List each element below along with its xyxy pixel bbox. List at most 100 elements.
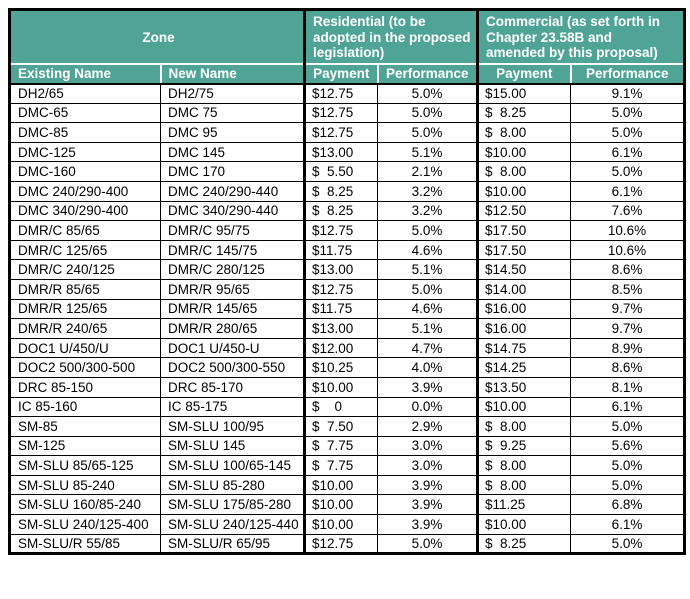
residential-performance-cell: 2.1% <box>377 161 478 182</box>
existing-name-cell: DMC-65 <box>9 102 161 124</box>
commercial-performance-cell: 8.5% <box>569 278 686 300</box>
new-name-cell: DOC1 U/450-U <box>160 337 305 359</box>
commercial-performance-cell: 8.6% <box>569 259 686 280</box>
residential-performance-cell: 5.0% <box>377 278 478 300</box>
residential-payment-cell: $ 8.25 <box>303 200 378 222</box>
residential-payment-cell: $13.00 <box>303 318 378 339</box>
table-row: DMC-85 DMC 95 $12.75 5.0% $ 8.00 5.0% <box>9 122 686 143</box>
residential-performance-cell: 3.9% <box>377 474 478 496</box>
commercial-performance-cell: 9.7% <box>569 298 686 320</box>
new-name-cell: DMR/R 280/65 <box>160 318 305 339</box>
commercial-payment-cell: $10.00 <box>476 180 571 202</box>
new-name-column-header: New Name <box>159 62 306 85</box>
existing-name-cell: DMC-85 <box>9 122 161 143</box>
existing-name-cell: DMR/C 125/65 <box>9 239 161 261</box>
residential-payment-cell: $10.00 <box>303 376 378 398</box>
residential-payment-cell: $10.00 <box>303 514 378 535</box>
existing-name-cell: DOC1 U/450/U <box>9 337 161 359</box>
commercial-performance-cell: 5.0% <box>569 474 686 496</box>
table-row: SM-125 SM-SLU 145 $ 7.75 3.0% $ 9.25 5.6… <box>9 435 686 457</box>
existing-name-cell: DMC 240/290-400 <box>9 180 161 202</box>
commercial-performance-cell: 10.6% <box>569 220 686 241</box>
residential-performance-cell: 4.7% <box>377 337 478 359</box>
table-row: DMR/R 85/65 DMR/R 95/65 $12.75 5.0% $14.… <box>9 278 686 300</box>
new-name-cell: DMR/C 280/125 <box>160 259 305 280</box>
new-name-cell: DH2/75 <box>160 83 305 104</box>
commercial-payment-cell: $ 8.25 <box>476 533 571 555</box>
table-row: SM-SLU 85/65-125 SM-SLU 100/65-145 $ 7.7… <box>9 455 686 476</box>
residential-payment-cell: $ 7.50 <box>303 416 378 437</box>
existing-name-cell: DMR/C 85/65 <box>9 220 161 241</box>
existing-name-cell: SM-SLU/R 55/85 <box>9 533 161 555</box>
table-row: DMC 340/290-400 DMC 340/290-440 $ 8.25 3… <box>9 200 686 222</box>
new-name-cell: SM-SLU 145 <box>160 435 305 457</box>
residential-payment-cell: $ 5.50 <box>303 161 378 182</box>
residential-performance-cell: 3.0% <box>377 455 478 476</box>
new-name-cell: SM-SLU 240/125-440 <box>160 514 305 535</box>
table-row: DMC-65 DMC 75 $12.75 5.0% $ 8.25 5.0% <box>9 102 686 124</box>
residential-performance-cell: 3.9% <box>377 376 478 398</box>
existing-name-cell: DMR/R 85/65 <box>9 278 161 300</box>
new-name-cell: DMR/R 95/65 <box>160 278 305 300</box>
new-name-cell: SM-SLU 85-280 <box>160 474 305 496</box>
commercial-performance-cell: 9.7% <box>569 318 686 339</box>
residential-payment-cell: $10.25 <box>303 357 378 378</box>
residential-performance-cell: 5.0% <box>377 122 478 143</box>
table-row: DMR/C 240/125 DMR/C 280/125 $13.00 5.1% … <box>9 259 686 280</box>
existing-name-cell: DH2/65 <box>9 83 161 104</box>
residential-performance-cell: 5.0% <box>377 220 478 241</box>
table-header: Zone Residential (to be adopted in the p… <box>8 8 686 85</box>
residential-payment-cell: $13.00 <box>303 259 378 280</box>
new-name-cell: SM-SLU 100/65-145 <box>160 455 305 476</box>
residential-payment-column-header: Payment <box>303 62 379 85</box>
residential-payment-cell: $12.75 <box>303 102 378 124</box>
commercial-payment-column-header: Payment <box>476 62 572 85</box>
commercial-performance-cell: 5.0% <box>569 533 686 555</box>
commercial-payment-cell: $11.25 <box>476 494 571 516</box>
residential-payment-cell: $13.00 <box>303 141 378 163</box>
residential-payment-cell: $12.75 <box>303 122 378 143</box>
table-row: SM-SLU 85-240 SM-SLU 85-280 $10.00 3.9% … <box>9 474 686 496</box>
commercial-group-header: Commercial (as set forth in Chapter 23.5… <box>475 8 686 65</box>
commercial-performance-cell: 8.9% <box>569 337 686 359</box>
commercial-payment-cell: $10.00 <box>476 396 571 418</box>
table-row: DMC 240/290-400 DMC 240/290-440 $ 8.25 3… <box>9 180 686 202</box>
zone-group-header: Zone <box>8 8 306 65</box>
residential-payment-cell: $ 7.75 <box>303 435 378 457</box>
table-body: DH2/65 DH2/75 $12.75 5.0% $15.00 9.1% DM… <box>9 83 686 555</box>
commercial-performance-cell: 6.1% <box>569 396 686 418</box>
residential-payment-cell: $12.00 <box>303 337 378 359</box>
existing-name-cell: SM-SLU 240/125-400 <box>9 514 161 535</box>
residential-performance-cell: 5.0% <box>377 102 478 124</box>
commercial-performance-cell: 5.0% <box>569 416 686 437</box>
existing-name-cell: DMC-125 <box>9 141 161 163</box>
new-name-cell: SM-SLU/R 65/95 <box>160 533 305 555</box>
residential-performance-cell: 3.2% <box>377 200 478 222</box>
new-name-cell: DMC 340/290-440 <box>160 200 305 222</box>
new-name-cell: SM-SLU 175/85-280 <box>160 494 305 516</box>
residential-performance-cell: 3.2% <box>377 180 478 202</box>
table-row: IC 85-160 IC 85-175 $ 0 0.0% $10.00 6.1% <box>9 396 686 418</box>
commercial-performance-cell: 9.1% <box>569 83 686 104</box>
commercial-payment-cell: $17.50 <box>476 220 571 241</box>
existing-name-cell: DMR/R 240/65 <box>9 318 161 339</box>
table-row: DOC1 U/450/U DOC1 U/450-U $12.00 4.7% $1… <box>9 337 686 359</box>
residential-performance-cell: 3.9% <box>377 514 478 535</box>
table-row: DMR/C 85/65 DMR/C 95/75 $12.75 5.0% $17.… <box>9 220 686 241</box>
residential-performance-cell: 5.1% <box>377 318 478 339</box>
existing-name-cell: SM-SLU 160/85-240 <box>9 494 161 516</box>
new-name-cell: DOC2 500/300-550 <box>160 357 305 378</box>
commercial-payment-cell: $15.00 <box>476 83 571 104</box>
commercial-payment-cell: $14.00 <box>476 278 571 300</box>
residential-payment-cell: $12.75 <box>303 533 378 555</box>
existing-name-cell: SM-SLU 85/65-125 <box>9 455 161 476</box>
column-header-row: Existing Name New Name Payment Performan… <box>8 62 686 85</box>
commercial-payment-cell: $ 8.00 <box>476 161 571 182</box>
table-row: SM-SLU 240/125-400 SM-SLU 240/125-440 $1… <box>9 514 686 535</box>
new-name-cell: SM-SLU 100/95 <box>160 416 305 437</box>
residential-payment-cell: $12.75 <box>303 83 378 104</box>
commercial-performance-cell: 6.8% <box>569 494 686 516</box>
residential-performance-cell: 4.6% <box>377 239 478 261</box>
existing-name-cell: DMR/C 240/125 <box>9 259 161 280</box>
